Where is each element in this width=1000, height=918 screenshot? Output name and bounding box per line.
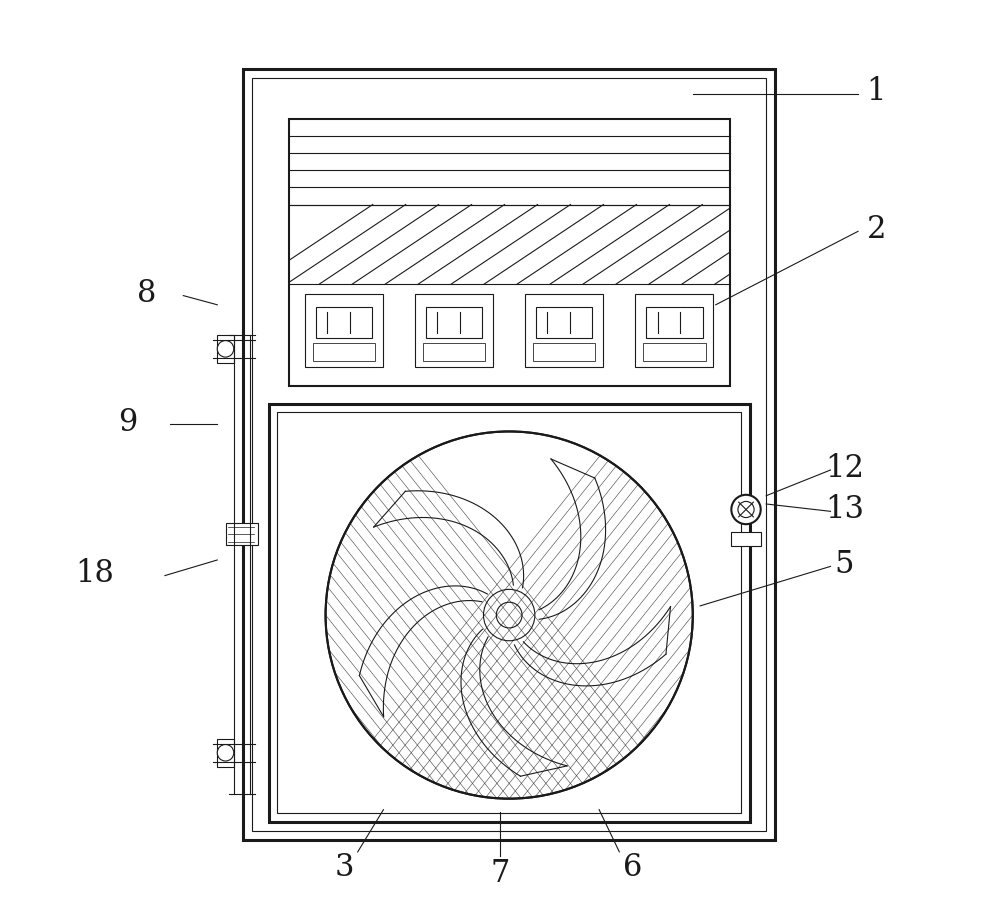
Text: 2: 2 xyxy=(867,214,886,245)
Text: 12: 12 xyxy=(825,453,864,484)
Text: 13: 13 xyxy=(825,494,864,525)
Bar xyxy=(525,294,603,367)
Bar xyxy=(269,404,750,822)
Bar xyxy=(252,78,766,831)
Bar xyxy=(426,308,482,338)
Circle shape xyxy=(326,431,693,799)
Bar xyxy=(305,294,383,367)
Bar xyxy=(643,342,706,361)
Circle shape xyxy=(483,589,535,641)
Text: 5: 5 xyxy=(835,549,854,580)
Bar xyxy=(217,739,234,767)
Bar xyxy=(533,342,595,361)
Bar xyxy=(217,335,234,363)
Bar xyxy=(731,532,761,546)
Bar xyxy=(313,342,375,361)
Bar xyxy=(646,308,703,338)
Bar xyxy=(635,294,713,367)
Bar xyxy=(289,119,730,386)
Bar xyxy=(289,205,730,285)
Text: 8: 8 xyxy=(137,278,156,309)
Text: 9: 9 xyxy=(119,407,138,438)
Bar xyxy=(277,412,741,813)
Text: 7: 7 xyxy=(490,858,510,890)
Bar xyxy=(316,308,372,338)
Bar xyxy=(423,342,485,361)
Bar xyxy=(243,69,775,840)
Circle shape xyxy=(731,495,761,524)
Text: 1: 1 xyxy=(867,76,886,107)
Bar xyxy=(226,523,258,545)
Circle shape xyxy=(217,744,234,761)
Circle shape xyxy=(738,501,754,518)
Circle shape xyxy=(217,341,234,357)
Text: 3: 3 xyxy=(334,852,354,883)
Bar xyxy=(415,294,493,367)
Bar xyxy=(536,308,592,338)
Text: 18: 18 xyxy=(75,558,114,589)
Circle shape xyxy=(496,602,522,628)
Text: 6: 6 xyxy=(623,852,643,883)
